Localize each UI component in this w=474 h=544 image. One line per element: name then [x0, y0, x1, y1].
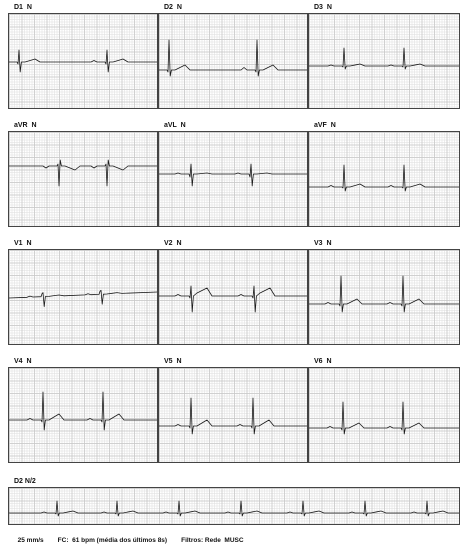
- ecg-trace-v3: [309, 275, 459, 313]
- lead-label-v2: V2 N: [164, 240, 182, 247]
- lead-label-avl: aVL N: [164, 122, 186, 129]
- lead-label-d2: D2 N: [164, 4, 182, 11]
- waveform-avr: [9, 159, 157, 187]
- waveform-d3: [309, 47, 459, 70]
- lead-label-avf: aVF N: [314, 122, 336, 129]
- ecg-panel-d3: [308, 13, 460, 109]
- ecg-panel-d1: [8, 13, 158, 109]
- waveform-d1: [9, 49, 157, 73]
- ecg-trace-v4: [9, 391, 157, 431]
- ecg-trace-v2: [159, 285, 307, 313]
- ecg-trace-avl: [159, 163, 307, 187]
- lead-label-d1: D1 N: [14, 4, 32, 11]
- ecg-trace-v6: [309, 401, 459, 435]
- heart-rate: FC: 61 bpm (média dos últimos 8s): [57, 537, 168, 544]
- waveform-v5: [159, 397, 307, 435]
- ecg-panel-avf: [308, 131, 460, 227]
- waveform-v3: [309, 275, 459, 313]
- waveform-v1: [9, 289, 157, 307]
- ecg-panel-v1: [8, 249, 158, 345]
- waveform-v2: [159, 285, 307, 313]
- footer-info: 25 mm/s FC: 61 bpm (média dos últimos 8s)…: [14, 530, 258, 544]
- ecg-trace-v5: [159, 397, 307, 435]
- rhythm-strip-label: D2 N/2: [14, 478, 36, 485]
- lead-label-v1: V1 N: [14, 240, 32, 247]
- lead-label-avr: aVR N: [14, 122, 37, 129]
- waveform-v6: [309, 401, 459, 435]
- lead-label-v4: V4 N: [14, 358, 32, 365]
- ecg-panel-v4: [8, 367, 158, 463]
- ecg-trace-d3: [309, 47, 459, 70]
- ecg-trace-rhythm-d2: [9, 500, 459, 517]
- ecg-trace-d1: [9, 49, 157, 73]
- ecg-panel-avr: [8, 131, 158, 227]
- lead-label-v3: V3 N: [314, 240, 332, 247]
- ecg-panel-v5: [158, 367, 308, 463]
- lead-label-v5: V5 N: [164, 358, 182, 365]
- paper-speed: 25 mm/s: [17, 537, 44, 544]
- ecg-panel-v3: [308, 249, 460, 345]
- ecg-panel-v6: [308, 367, 460, 463]
- ecg-trace-v1: [9, 289, 157, 307]
- ecg-trace-avr: [9, 159, 157, 187]
- ecg-panel-rhythm-d2: [8, 487, 460, 525]
- ecg-panel-avl: [158, 131, 308, 227]
- waveform-d2: [159, 39, 307, 77]
- waveform-avf: [309, 164, 459, 192]
- ecg-panel-d2: [158, 13, 308, 109]
- ecg-panel-v2: [158, 249, 308, 345]
- waveform-v4: [9, 391, 157, 431]
- filters-info: Filtros: Rede MUSC: [181, 537, 244, 544]
- ecg-trace-avf: [309, 164, 459, 192]
- waveform-avl: [159, 163, 307, 187]
- lead-label-v6: V6 N: [314, 358, 332, 365]
- ecg-trace-d2: [159, 39, 307, 77]
- waveform-rhythm-d2: [9, 500, 459, 517]
- lead-label-d3: D3 N: [314, 4, 332, 11]
